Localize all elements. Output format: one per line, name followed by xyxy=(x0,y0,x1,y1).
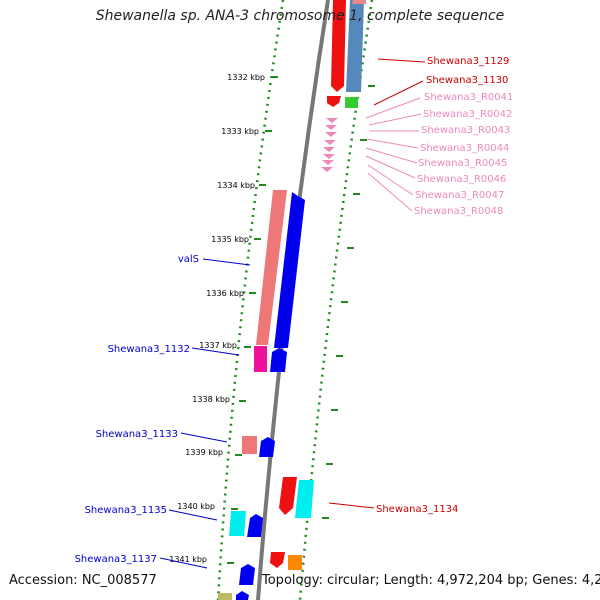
gene-blue-1133b[interactable] xyxy=(259,437,275,457)
map-title: Shewanella sp. ANA-3 chromosome 1, compl… xyxy=(95,8,505,24)
gene-shewana3-1129[interactable] xyxy=(331,0,346,92)
gene-blue-1135b[interactable] xyxy=(247,514,263,537)
kbp-tick-marks xyxy=(227,76,278,564)
gene-blue-small[interactable] xyxy=(270,348,287,372)
label-shewana3-r0044: Shewana3_R0044 xyxy=(420,143,509,154)
gene-shewana3-1132[interactable] xyxy=(254,346,267,372)
gene-blue-edge[interactable] xyxy=(236,591,249,600)
kbp-labels: 1332 kbp 1333 kbp 1334 kbp 1335 kbp 1336… xyxy=(169,73,265,564)
gene-shewana3-1137[interactable] xyxy=(239,564,255,585)
label-shewana3-1132: Shewana3_1132 xyxy=(108,344,190,355)
kbp-label: 1332 kbp xyxy=(227,73,265,82)
gene-labels: Shewana3_1129 Shewana3_1130 Shewana3_R00… xyxy=(75,56,514,565)
label-shewana3-r0048: Shewana3_R0048 xyxy=(414,206,503,217)
topology-text: Topology: circular; Length: 4,972,204 bp… xyxy=(262,573,600,588)
label-shewana3-1137: Shewana3_1137 xyxy=(75,554,157,565)
label-shewana3-1130: Shewana3_1130 xyxy=(426,75,508,86)
kbp-label: 1337 kbp xyxy=(199,341,237,350)
kbp-label: 1336 kbp xyxy=(206,289,244,298)
inner-dotted-ring xyxy=(216,0,285,600)
gene-green[interactable] xyxy=(345,97,358,108)
gene-red-bottom[interactable] xyxy=(270,552,285,568)
gene-shewana3-1134[interactable] xyxy=(279,477,297,515)
gene-shewana3-1135[interactable] xyxy=(229,511,246,536)
label-shewana3-1129: Shewana3_1129 xyxy=(427,56,509,67)
label-shewana3-r0047: Shewana3_R0047 xyxy=(415,190,504,201)
gene-features-top xyxy=(321,0,366,172)
gene-cyan-1134b[interactable] xyxy=(295,480,314,518)
label-shewana3-1133: Shewana3_1133 xyxy=(96,429,178,440)
callout-lines xyxy=(159,58,426,569)
kbp-label: 1335 kbp xyxy=(211,235,249,244)
label-shewana3-r0046: Shewana3_R0046 xyxy=(417,174,506,185)
kbp-label: 1340 kbp xyxy=(177,502,215,511)
kbp-label: 1334 kbp xyxy=(217,181,255,190)
label-shewana3-r0045: Shewana3_R0045 xyxy=(418,158,507,169)
kbp-label: 1339 kbp xyxy=(185,448,223,457)
kbp-label: 1338 kbp xyxy=(192,395,230,404)
outer-tick-marks xyxy=(322,85,375,519)
gene-small-red[interactable] xyxy=(327,96,341,107)
gene-blue-large[interactable] xyxy=(274,192,305,348)
gene-orange[interactable] xyxy=(288,555,302,570)
kbp-label: 1341 kbp xyxy=(169,555,207,564)
gene-shewana3-1130[interactable] xyxy=(346,0,364,92)
gene-features-middle xyxy=(218,190,314,600)
rna-genes[interactable] xyxy=(321,118,338,172)
label-shewana3-r0042: Shewana3_R0042 xyxy=(423,109,512,120)
kbp-label: 1333 kbp xyxy=(221,127,259,136)
gene-olive[interactable] xyxy=(218,593,232,600)
gene-fragment xyxy=(352,0,366,4)
gene-vals[interactable] xyxy=(256,190,287,345)
label-shewana3-1135: Shewana3_1135 xyxy=(85,505,167,516)
label-shewana3-1134: Shewana3_1134 xyxy=(376,504,458,515)
accession-text: Accession: NC_008577 xyxy=(9,573,157,588)
label-shewana3-r0041: Shewana3_R0041 xyxy=(424,92,513,103)
label-shewana3-r0043: Shewana3_R0043 xyxy=(421,125,510,136)
gene-shewana3-1133[interactable] xyxy=(242,436,257,454)
label-vals: valS xyxy=(178,254,199,265)
